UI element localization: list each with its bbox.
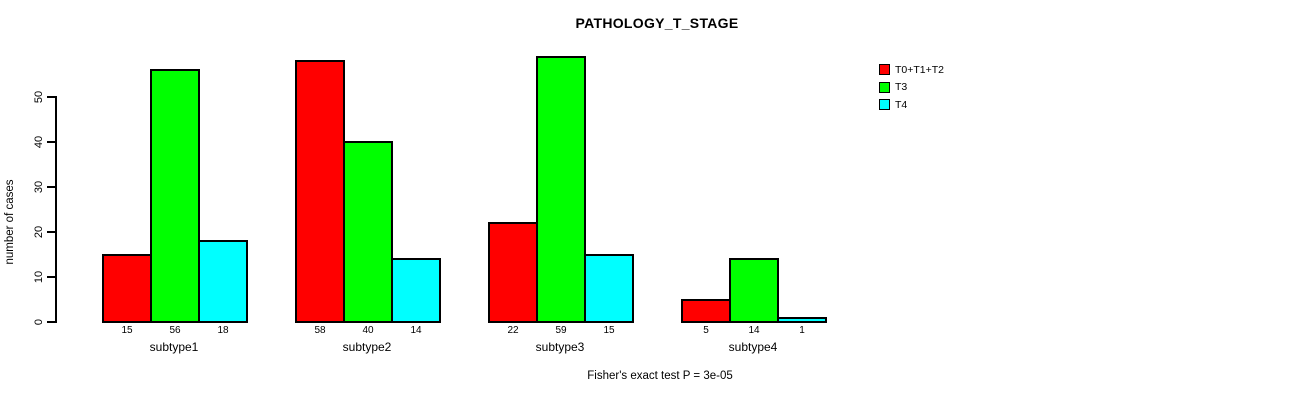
bar-subtype1-T3 (150, 69, 200, 323)
legend-label: T3 (895, 81, 908, 94)
y-axis-tick (47, 231, 55, 233)
bar-value-label: 5 (703, 325, 709, 336)
bar-value-label: 15 (121, 325, 133, 336)
y-axis-line (55, 96, 57, 323)
bar-subtype4-T4 (777, 316, 827, 323)
bar-subtype1-T4 (198, 240, 248, 323)
bar-value-label: 14 (748, 325, 760, 336)
y-axis-tick (47, 141, 55, 143)
legend-label: T4 (895, 98, 908, 111)
y-axis-tick-label: 20 (33, 225, 45, 239)
legend-swatch-icon (879, 81, 890, 93)
bar-subtype2-T3 (343, 141, 393, 323)
bar-value-label: 56 (169, 325, 181, 336)
y-axis-tick-label: 40 (33, 135, 45, 149)
category-label-subtype3: subtype3 (535, 340, 585, 354)
bar-value-label: 15 (603, 325, 615, 336)
y-axis-tick (47, 96, 55, 98)
bar-value-label: 40 (362, 325, 374, 336)
category-label-subtype1: subtype1 (149, 340, 199, 354)
legend-swatch-icon (879, 64, 890, 76)
category-label-subtype4: subtype4 (728, 340, 778, 354)
chart-title: PATHOLOGY_T_STAGE (575, 15, 739, 31)
legend-label: T0+T1+T2 (895, 63, 945, 76)
bar-subtype2-T0+T1+T2 (295, 60, 345, 323)
legend: T0+T1+T2 T3 T4 (879, 61, 944, 114)
bar-value-label: 1 (799, 325, 805, 336)
bar-subtype3-T3 (536, 55, 586, 323)
bar-subtype1-T0+T1+T2 (102, 253, 152, 323)
bar-subtype3-T4 (584, 253, 634, 323)
y-axis-tick-label: 50 (33, 90, 45, 104)
bar-subtype2-T4 (391, 258, 441, 323)
y-axis-tick-label: 0 (33, 318, 45, 326)
y-axis-tick-label: 30 (33, 180, 45, 194)
bar-subtype3-T0+T1+T2 (488, 222, 538, 323)
y-axis-label: number of cases (4, 179, 16, 265)
bar-value-label: 14 (410, 325, 422, 336)
legend-item: T3 (879, 79, 944, 97)
bar-value-label: 18 (217, 325, 229, 336)
y-axis-tick-label: 10 (33, 270, 45, 284)
footer-note: Fisher's exact test P = 3e-05 (587, 370, 733, 382)
legend-item: T4 (879, 96, 944, 114)
legend-item: T0+T1+T2 (879, 61, 944, 79)
bar-value-label: 22 (507, 325, 519, 336)
bar-subtype4-T3 (729, 258, 779, 323)
bar-subtype4-T0+T1+T2 (681, 298, 731, 323)
y-axis-tick (47, 186, 55, 188)
category-label-subtype2: subtype2 (342, 340, 392, 354)
bar-value-label: 59 (555, 325, 567, 336)
y-axis-tick (47, 276, 55, 278)
legend-swatch-icon (879, 99, 890, 111)
bar-value-label: 58 (314, 325, 326, 336)
y-axis-tick (47, 321, 55, 323)
